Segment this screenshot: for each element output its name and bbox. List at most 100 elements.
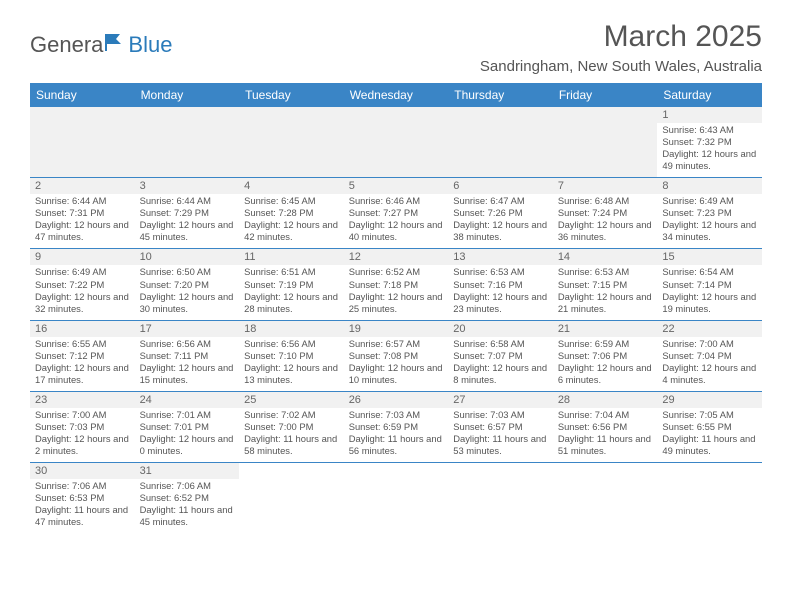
calendar-cell: 15Sunrise: 6:54 AMSunset: 7:14 PMDayligh… [657, 249, 762, 320]
day-number: 2 [30, 178, 135, 194]
sunrise-text: Sunrise: 6:45 AM [244, 195, 315, 206]
sunset-text: Sunset: 7:16 PM [453, 279, 522, 290]
sunset-text: Sunset: 7:19 PM [244, 279, 313, 290]
sunrise-text: Sunrise: 6:44 AM [140, 195, 211, 206]
day-number: 11 [239, 249, 344, 265]
calendar-cell [553, 107, 658, 178]
day-number: 17 [135, 321, 240, 337]
day-number: 27 [448, 392, 553, 408]
day-header: Wednesday [344, 83, 449, 107]
day-number: 22 [657, 321, 762, 337]
sunset-text: Sunset: 7:00 PM [244, 421, 313, 432]
sunrise-text: Sunrise: 6:54 AM [662, 266, 733, 277]
calendar-cell: 26Sunrise: 7:03 AMSunset: 6:59 PMDayligh… [344, 391, 449, 462]
calendar-cell: 31Sunrise: 7:06 AMSunset: 6:52 PMDayligh… [135, 463, 240, 534]
sunrise-text: Sunrise: 7:01 AM [140, 409, 211, 420]
sunset-text: Sunset: 7:26 PM [453, 207, 522, 218]
daylight-text: Daylight: 12 hours and 2 minutes. [35, 433, 129, 456]
logo-text-2: Blue [128, 32, 172, 58]
daylight-text: Daylight: 12 hours and 36 minutes. [558, 219, 652, 242]
calendar-cell: 30Sunrise: 7:06 AMSunset: 6:53 PMDayligh… [30, 463, 135, 534]
sunset-text: Sunset: 7:10 PM [244, 350, 313, 361]
calendar-cell: 23Sunrise: 7:00 AMSunset: 7:03 PMDayligh… [30, 391, 135, 462]
sunset-text: Sunset: 7:06 PM [558, 350, 627, 361]
logo: Genera Blue [30, 32, 172, 58]
daylight-text: Daylight: 12 hours and 19 minutes. [662, 291, 756, 314]
daylight-text: Daylight: 12 hours and 4 minutes. [662, 362, 756, 385]
calendar-cell: 2Sunrise: 6:44 AMSunset: 7:31 PMDaylight… [30, 178, 135, 249]
day-number: 5 [344, 178, 449, 194]
daylight-text: Daylight: 12 hours and 28 minutes. [244, 291, 338, 314]
day-number: 21 [553, 321, 658, 337]
calendar-cell [344, 107, 449, 178]
day-number: 18 [239, 321, 344, 337]
day-number: 15 [657, 249, 762, 265]
calendar-cell: 1Sunrise: 6:43 AMSunset: 7:32 PMDaylight… [657, 107, 762, 178]
sunrise-text: Sunrise: 7:04 AM [558, 409, 629, 420]
sunrise-text: Sunrise: 7:00 AM [662, 338, 733, 349]
day-number: 19 [344, 321, 449, 337]
sunrise-text: Sunrise: 6:52 AM [349, 266, 420, 277]
daylight-text: Daylight: 11 hours and 58 minutes. [244, 433, 337, 456]
day-header: Tuesday [239, 83, 344, 107]
calendar-cell [30, 107, 135, 178]
daylight-text: Daylight: 12 hours and 17 minutes. [35, 362, 129, 385]
day-number: 3 [135, 178, 240, 194]
calendar-cell: 9Sunrise: 6:49 AMSunset: 7:22 PMDaylight… [30, 249, 135, 320]
day-number: 23 [30, 392, 135, 408]
daylight-text: Daylight: 11 hours and 45 minutes. [140, 504, 233, 527]
sunset-text: Sunset: 6:56 PM [558, 421, 627, 432]
calendar-cell: 19Sunrise: 6:57 AMSunset: 7:08 PMDayligh… [344, 320, 449, 391]
sunrise-text: Sunrise: 6:48 AM [558, 195, 629, 206]
sunset-text: Sunset: 6:59 PM [349, 421, 418, 432]
calendar-cell [657, 463, 762, 534]
sunset-text: Sunset: 7:28 PM [244, 207, 313, 218]
sunrise-text: Sunrise: 7:06 AM [140, 480, 211, 491]
day-number: 13 [448, 249, 553, 265]
sunset-text: Sunset: 7:32 PM [662, 136, 731, 147]
calendar-table: SundayMondayTuesdayWednesdayThursdayFrid… [30, 83, 762, 533]
day-number: 8 [657, 178, 762, 194]
daylight-text: Daylight: 12 hours and 38 minutes. [453, 219, 547, 242]
sunset-text: Sunset: 7:20 PM [140, 279, 209, 290]
day-number: 4 [239, 178, 344, 194]
calendar-cell: 27Sunrise: 7:03 AMSunset: 6:57 PMDayligh… [448, 391, 553, 462]
sunset-text: Sunset: 7:22 PM [35, 279, 104, 290]
header: Genera Blue March 2025 Sandringham, New … [30, 20, 762, 75]
daylight-text: Daylight: 12 hours and 15 minutes. [140, 362, 234, 385]
sunrise-text: Sunrise: 7:00 AM [35, 409, 106, 420]
sunrise-text: Sunrise: 6:46 AM [349, 195, 420, 206]
calendar-cell: 21Sunrise: 6:59 AMSunset: 7:06 PMDayligh… [553, 320, 658, 391]
sunrise-text: Sunrise: 7:05 AM [662, 409, 733, 420]
daylight-text: Daylight: 12 hours and 23 minutes. [453, 291, 547, 314]
calendar-cell [135, 107, 240, 178]
calendar-cell: 13Sunrise: 6:53 AMSunset: 7:16 PMDayligh… [448, 249, 553, 320]
calendar-cell: 11Sunrise: 6:51 AMSunset: 7:19 PMDayligh… [239, 249, 344, 320]
sunset-text: Sunset: 6:55 PM [662, 421, 731, 432]
sunrise-text: Sunrise: 6:49 AM [35, 266, 106, 277]
sunset-text: Sunset: 7:23 PM [662, 207, 731, 218]
daylight-text: Daylight: 11 hours and 49 minutes. [662, 433, 755, 456]
daylight-text: Daylight: 12 hours and 6 minutes. [558, 362, 652, 385]
calendar-cell [448, 107, 553, 178]
daylight-text: Daylight: 11 hours and 53 minutes. [453, 433, 546, 456]
day-number: 16 [30, 321, 135, 337]
calendar-cell: 12Sunrise: 6:52 AMSunset: 7:18 PMDayligh… [344, 249, 449, 320]
daylight-text: Daylight: 12 hours and 8 minutes. [453, 362, 547, 385]
calendar-cell [553, 463, 658, 534]
sunset-text: Sunset: 7:03 PM [35, 421, 104, 432]
calendar-cell [344, 463, 449, 534]
sunrise-text: Sunrise: 7:02 AM [244, 409, 315, 420]
day-number: 24 [135, 392, 240, 408]
day-number: 26 [344, 392, 449, 408]
day-header: Sunday [30, 83, 135, 107]
calendar-cell: 10Sunrise: 6:50 AMSunset: 7:20 PMDayligh… [135, 249, 240, 320]
sunrise-text: Sunrise: 7:03 AM [453, 409, 524, 420]
sunrise-text: Sunrise: 6:57 AM [349, 338, 420, 349]
sunset-text: Sunset: 7:12 PM [35, 350, 104, 361]
sunrise-text: Sunrise: 6:47 AM [453, 195, 524, 206]
sunrise-text: Sunrise: 7:06 AM [35, 480, 106, 491]
calendar-cell: 24Sunrise: 7:01 AMSunset: 7:01 PMDayligh… [135, 391, 240, 462]
daylight-text: Daylight: 12 hours and 25 minutes. [349, 291, 443, 314]
daylight-text: Daylight: 12 hours and 42 minutes. [244, 219, 338, 242]
